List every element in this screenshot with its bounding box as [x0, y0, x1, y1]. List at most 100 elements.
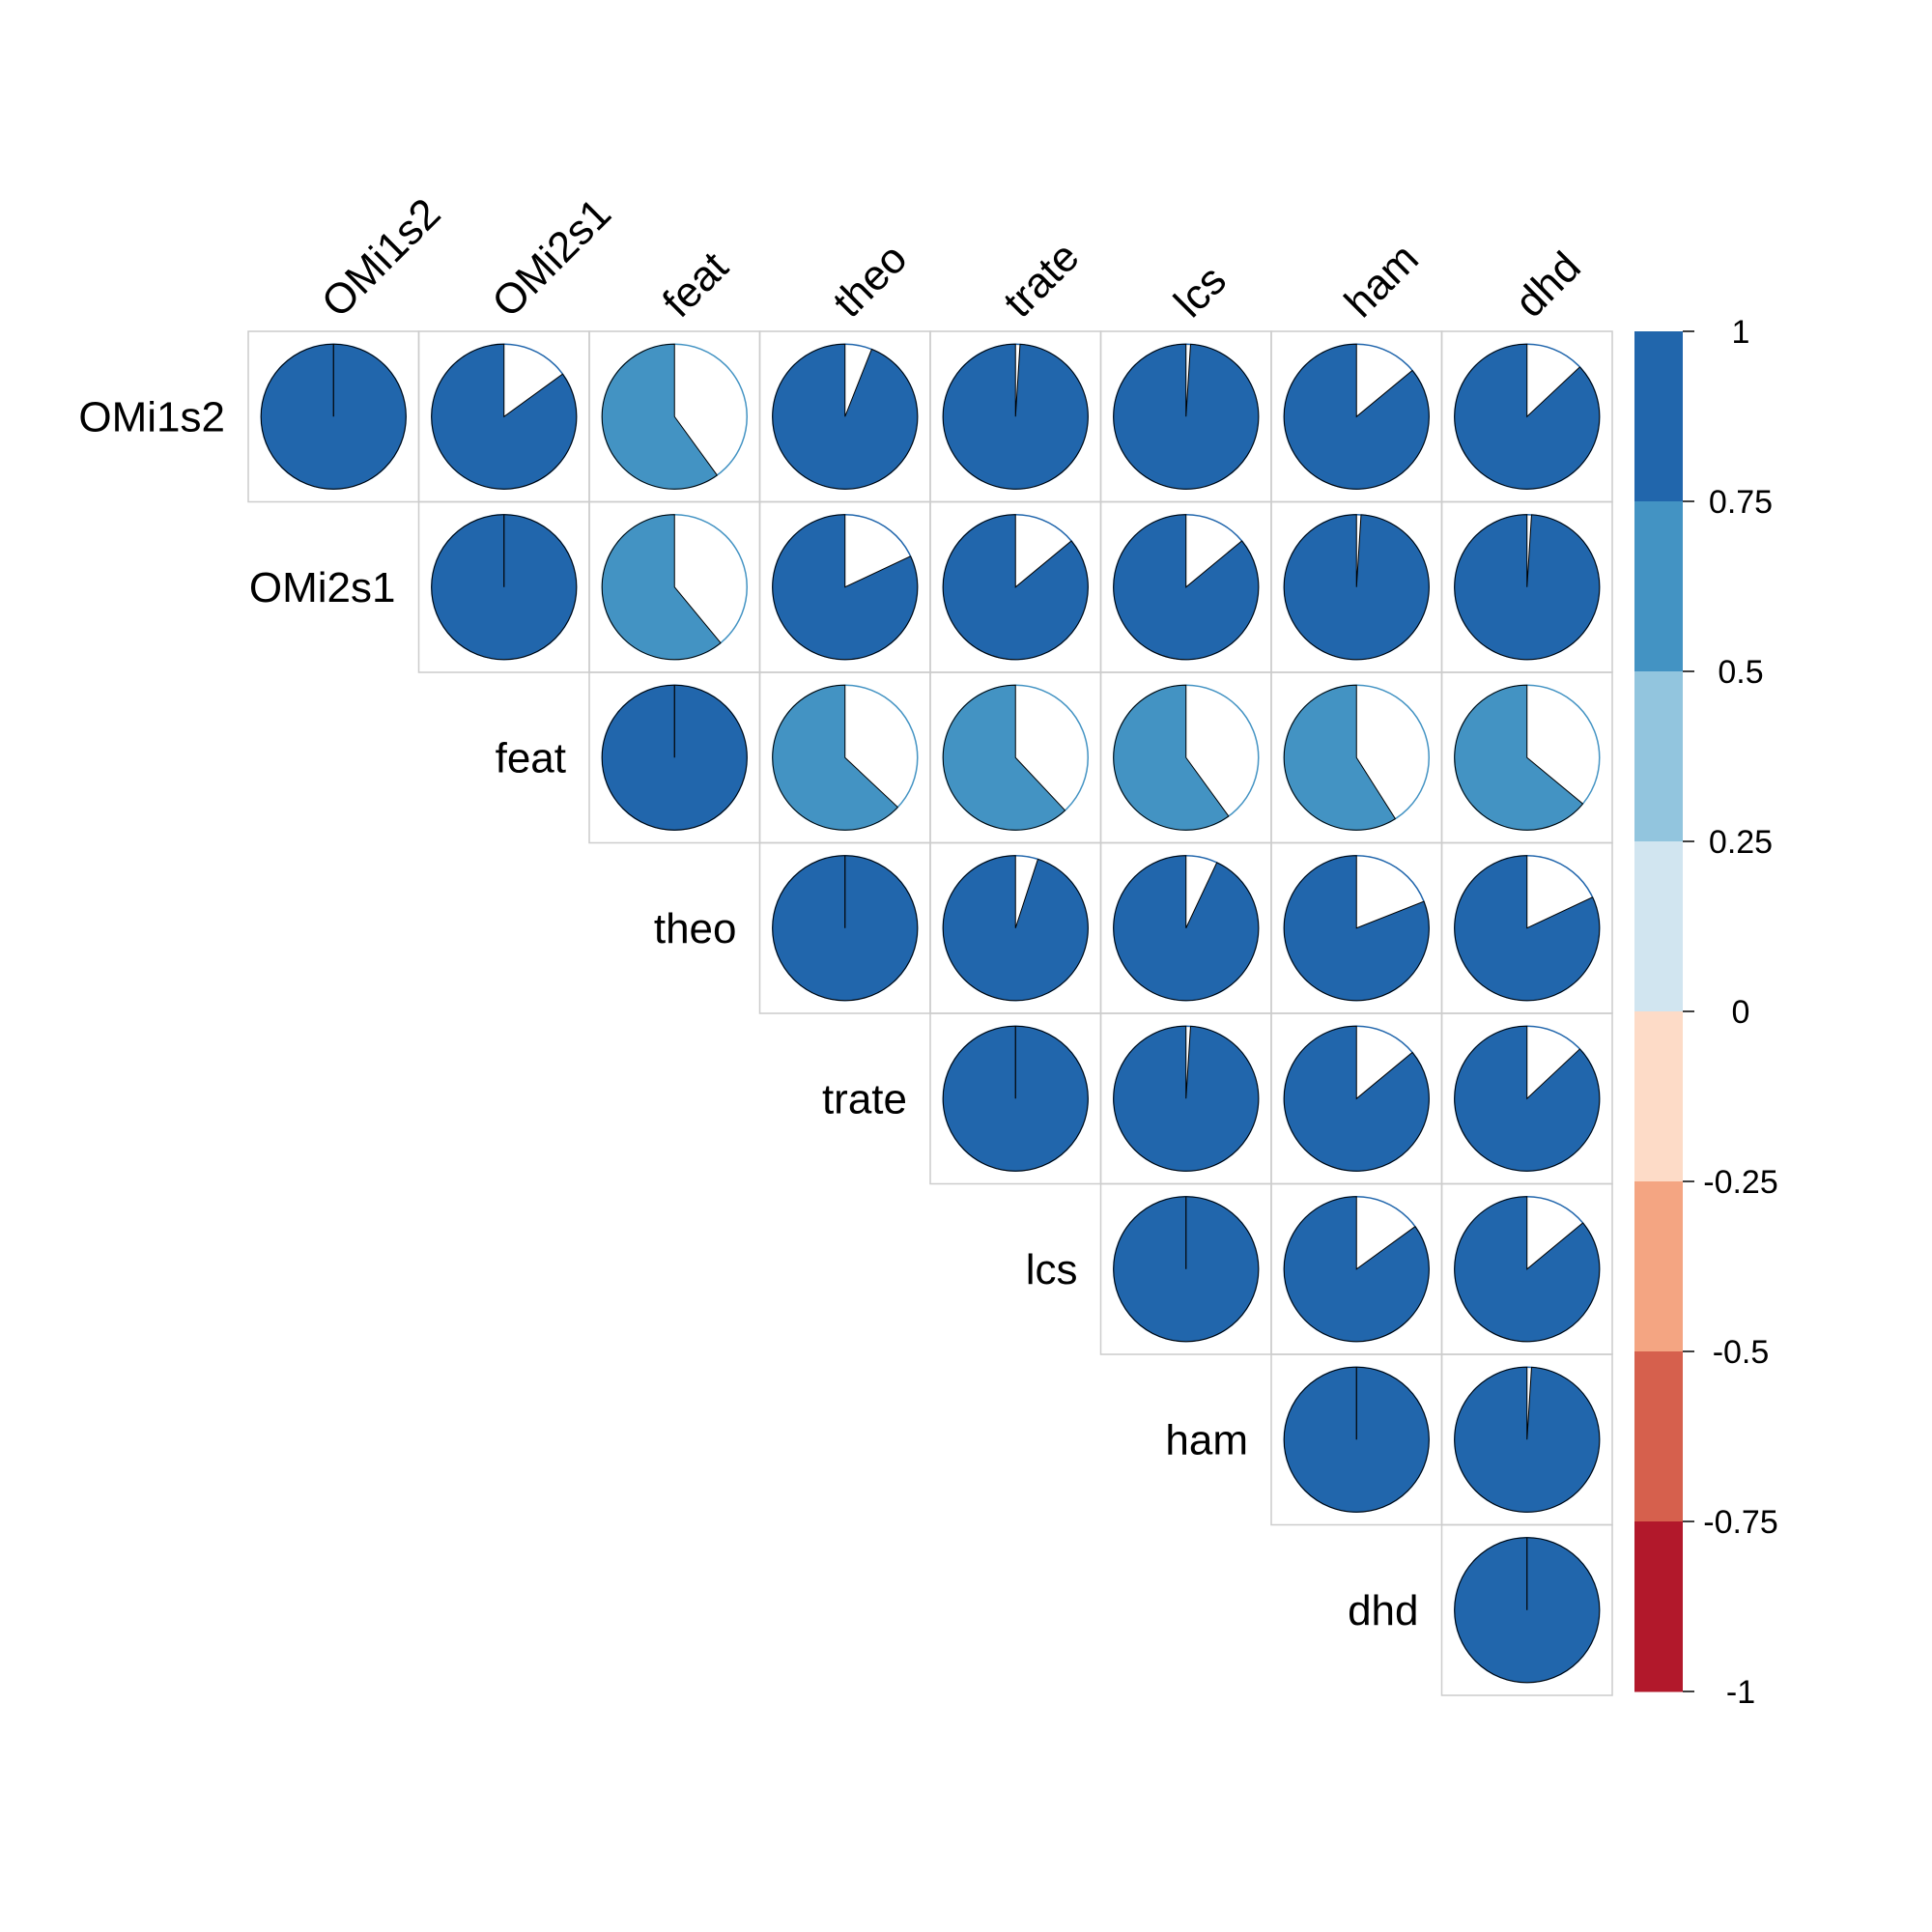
col-label-dhd: dhd: [1506, 243, 1590, 327]
column-labels: OMi1s2 OMi2s1 feat theo trate lcs ham dhd: [313, 189, 1590, 327]
pie-slice: [1113, 1025, 1260, 1172]
colorbar-tick-label: 0.5: [1718, 654, 1763, 691]
pie-slice: [1113, 684, 1230, 831]
row-label-ham: ham: [1165, 1416, 1248, 1463]
pie-slice: [1283, 684, 1397, 831]
pie-ham-ham: [1283, 1366, 1430, 1513]
pie-feat-lcs: [1113, 684, 1260, 831]
pie-lcs-lcs: [1113, 1196, 1260, 1343]
colorbar-tick-label: -0.5: [1713, 1334, 1770, 1371]
pie-trate-lcs: [1113, 1025, 1260, 1172]
col-label-OMi1s2: OMi1s2: [313, 189, 450, 327]
row-label-feat: feat: [496, 734, 566, 781]
pie-OMi1s2-trate: [942, 343, 1089, 490]
pie-slice: [772, 343, 919, 490]
pie-OMi1s2-OMi2s1: [431, 343, 578, 490]
pie-feat-dhd: [1454, 684, 1601, 831]
col-label-feat: feat: [654, 243, 738, 327]
colorbar-bin: [1634, 841, 1683, 1012]
pie-slice: [1454, 1196, 1601, 1343]
pie-theo-trate: [942, 855, 1089, 1002]
pie-slice: [1454, 343, 1601, 490]
pie-slice: [1113, 343, 1260, 490]
pie-slice: [1283, 1025, 1430, 1172]
pie-OMi2s1-lcs: [1113, 514, 1260, 661]
pie-slice: [1283, 514, 1430, 661]
pie-OMi2s1-ham: [1283, 514, 1430, 661]
col-label-OMi2s1: OMi2s1: [483, 189, 620, 327]
pie-OMi2s1-feat: [601, 514, 748, 661]
pie-slice: [601, 514, 722, 661]
pie-feat-trate: [942, 684, 1089, 831]
grid-cell-dhd-dhd: [1440, 1523, 1613, 1696]
colorbar: 1 0.75 0.5 0.25 0 -0.25 -0.5 -0.75 -1: [1634, 314, 1778, 1711]
col-label-ham: ham: [1336, 235, 1428, 327]
colorbar-tick-label: 1: [1732, 314, 1750, 351]
colorbar-bin: [1634, 1351, 1683, 1522]
colorbar-tick-label: 0: [1732, 994, 1750, 1031]
pie-slice: [942, 514, 1089, 661]
pie-OMi2s1-theo: [772, 514, 919, 661]
colorbar-tick-label: -0.25: [1703, 1164, 1778, 1201]
pie-OMi1s2-dhd: [1454, 343, 1601, 490]
pie-feat-feat: [601, 684, 748, 831]
row-label-trate: trate: [822, 1075, 907, 1122]
pie-slice: [772, 514, 919, 661]
col-label-lcs: lcs: [1165, 256, 1236, 327]
pie-feat-theo: [772, 684, 919, 831]
pie-lcs-ham: [1283, 1196, 1430, 1343]
row-label-dhd: dhd: [1348, 1587, 1418, 1634]
pie-slice: [1113, 514, 1260, 661]
colorbar-bin: [1634, 1181, 1683, 1352]
pie-lcs-dhd: [1454, 1196, 1601, 1343]
pie-trate-ham: [1283, 1025, 1430, 1172]
row-label-OMi1s2: OMi1s2: [78, 393, 225, 440]
pie-slice: [942, 343, 1089, 490]
pie-slice: [1113, 855, 1260, 1002]
pie-slice: [1283, 855, 1430, 1002]
colorbar-bin: [1634, 501, 1683, 672]
pie-slice: [1283, 343, 1430, 490]
row-label-OMi2s1: OMi2s1: [249, 564, 396, 611]
pie-slice: [1454, 514, 1601, 661]
pie-OMi1s2-feat: [601, 343, 748, 490]
colorbar-tick-label: 0.75: [1709, 484, 1773, 521]
pie-theo-ham: [1283, 855, 1430, 1002]
pie-slice: [942, 684, 1066, 831]
colorbar-tick-label: -0.75: [1703, 1504, 1778, 1541]
pie-OMi1s2-ham: [1283, 343, 1430, 490]
colorbar-bin: [1634, 331, 1683, 502]
pie-feat-ham: [1283, 684, 1430, 831]
pie-slice: [1454, 1025, 1601, 1172]
pie-OMi2s1-dhd: [1454, 514, 1601, 661]
colorbar-bin: [1634, 671, 1683, 842]
col-label-theo: theo: [824, 235, 916, 327]
pie-theo-lcs: [1113, 855, 1260, 1002]
colorbar-bin: [1634, 1011, 1683, 1182]
col-label-trate: trate: [995, 233, 1089, 327]
pie-dhd-dhd: [1454, 1537, 1601, 1684]
row-labels: OMi1s2 OMi2s1 feat theo trate lcs ham dhd: [78, 393, 1418, 1634]
pie-trate-trate: [942, 1025, 1089, 1172]
pie-theo-dhd: [1454, 855, 1601, 1002]
pie-slice: [1454, 855, 1601, 1002]
pie-slice: [601, 343, 719, 490]
pie-theo-theo: [772, 855, 919, 1002]
pie-slice: [772, 684, 899, 831]
colorbar-tick-label: -1: [1726, 1674, 1755, 1711]
pie-OMi1s2-theo: [772, 343, 919, 490]
pie-slice: [1454, 684, 1584, 831]
pie-ham-dhd: [1454, 1366, 1601, 1513]
pie-slice: [431, 343, 578, 490]
colorbar-tick-label: 0.25: [1709, 824, 1773, 861]
grid-cells: [247, 330, 1613, 1696]
row-label-lcs: lcs: [1026, 1246, 1078, 1293]
pie-slice: [942, 855, 1089, 1002]
pie-OMi2s1-trate: [942, 514, 1089, 661]
pie-trate-dhd: [1454, 1025, 1601, 1172]
pie-slice: [1454, 1366, 1601, 1513]
pie-OMi1s2-lcs: [1113, 343, 1260, 490]
pie-OMi1s2-OMi1s2: [260, 343, 407, 490]
pie-OMi2s1-OMi2s1: [431, 514, 578, 661]
